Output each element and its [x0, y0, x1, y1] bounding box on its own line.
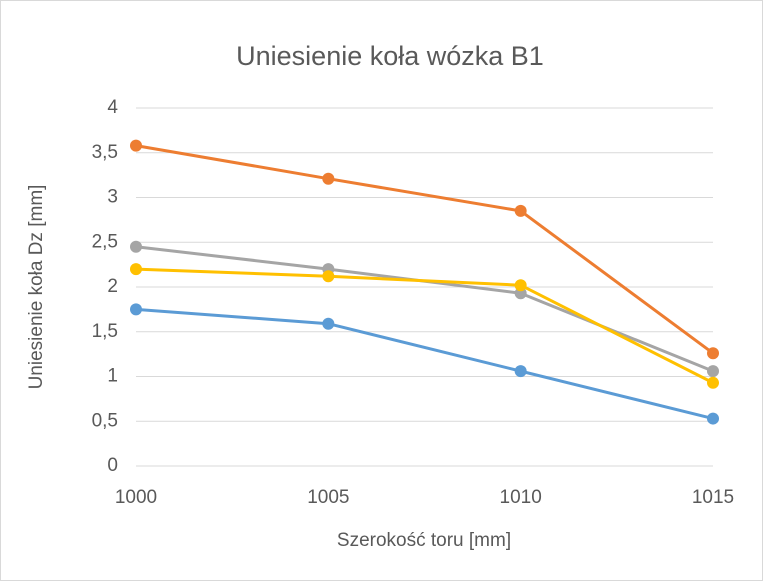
point [322, 172, 335, 185]
point [130, 240, 142, 253]
point [707, 365, 719, 378]
point [514, 279, 527, 292]
x-tick-label: 1005 [307, 487, 349, 508]
point [514, 365, 527, 378]
point [707, 376, 719, 389]
point [322, 317, 335, 330]
x-axis-label: Szerokość toru [mm] [337, 530, 511, 551]
y-tick-label: 3,5 [92, 142, 118, 163]
point [707, 412, 719, 425]
point [322, 270, 335, 283]
y-tick-label: 2,5 [92, 231, 118, 252]
y-tick-label: 0 [107, 455, 118, 476]
series-line [135, 144, 714, 355]
point [130, 139, 142, 152]
y-tick-label: 1,5 [92, 321, 118, 342]
y-tick-label: 4 [107, 97, 118, 118]
y-tick-label: 1 [107, 366, 118, 387]
point [130, 263, 142, 276]
point [707, 347, 719, 360]
y-tick-label: 2 [107, 276, 118, 297]
x-tick-label: 1010 [500, 487, 542, 508]
y-axis-label: Uniesienie koła Dz [mm] [26, 185, 47, 390]
series-line [135, 307, 714, 421]
point [130, 303, 142, 316]
point [514, 204, 527, 217]
series-line [135, 267, 714, 385]
chart-title: Uniesienie koła wózka B1 [236, 41, 544, 71]
y-tick-label: 3 [107, 187, 118, 208]
y-tick-label: 0,5 [92, 410, 118, 431]
x-tick-label: 1000 [115, 487, 157, 508]
x-tick-label: 1015 [692, 487, 734, 508]
